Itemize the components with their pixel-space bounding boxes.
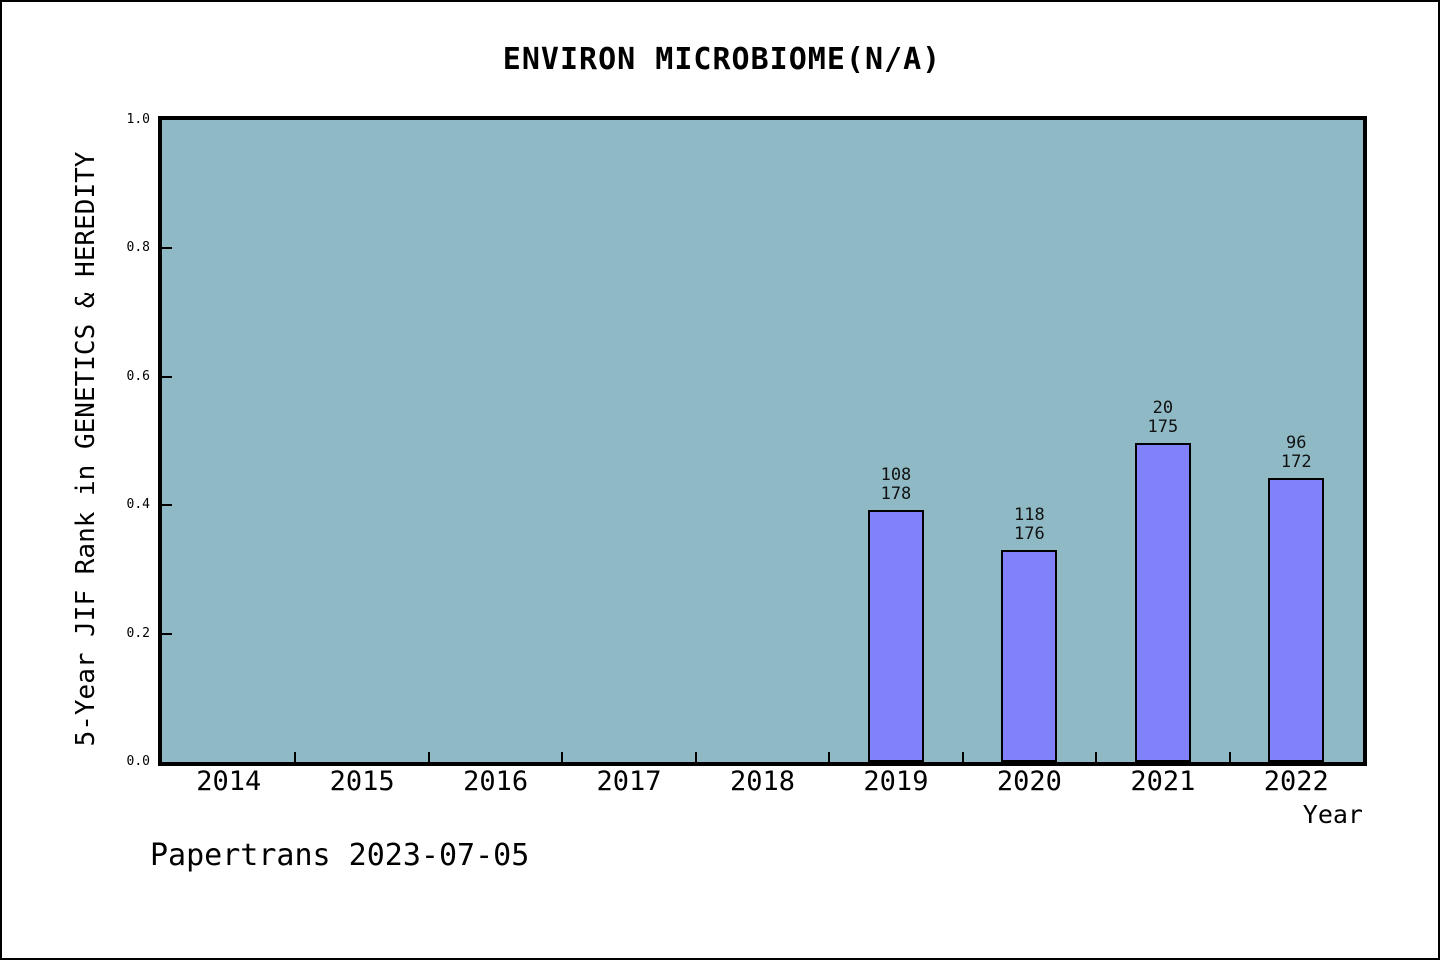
y-tick-label-1.0: 1.0: [126, 112, 150, 127]
x-tick-label-2020: 2020: [996, 766, 1062, 797]
x-tick-label-2018: 2018: [729, 766, 796, 797]
y-axis-label: 5-Year JIF Rank in GENETICS & HEREDITY: [71, 151, 101, 747]
y-tick-mark: [162, 375, 172, 378]
x-tick-label-2019: 2019: [863, 766, 929, 797]
bar-2021: [1134, 443, 1191, 762]
bar-value-label-2022: 96 172: [1280, 433, 1312, 472]
bar-2022: [1268, 478, 1325, 762]
y-tick-label-0.4: 0.4: [126, 497, 150, 513]
bar-2019: [867, 510, 924, 762]
x-tick-label-2017: 2017: [596, 766, 662, 797]
x-axis-label: Year: [1302, 800, 1363, 829]
bar-value-label-2019: 108 178: [880, 465, 912, 504]
x-tick-mark: [828, 752, 831, 762]
chart-title: ENVIRON MICROBIOME(N/A): [502, 42, 942, 77]
x-tick-label-2014: 2014: [196, 766, 262, 797]
x-tick-mark: [961, 752, 964, 762]
y-tick-mark: [162, 504, 172, 507]
x-tick-label-2015: 2015: [329, 766, 395, 797]
y-tick-label-0.0: 0.0: [126, 754, 150, 769]
y-tick-mark: [162, 632, 172, 635]
x-tick-label-2022: 2022: [1263, 766, 1329, 797]
x-tick-label-2016: 2016: [463, 766, 529, 797]
y-tick-label-0.6: 0.6: [126, 368, 150, 384]
y-tick-label-0.8: 0.8: [126, 240, 150, 256]
y-tick-mark: [162, 247, 172, 250]
bar-value-label-2021: 20 175: [1147, 398, 1179, 437]
x-tick-mark: [694, 752, 697, 762]
x-tick-mark: [294, 752, 297, 762]
x-tick-label-2021: 2021: [1130, 766, 1196, 797]
x-tick-mark: [1228, 752, 1231, 762]
bar-2020: [1001, 550, 1058, 762]
y-tick-label-0.2: 0.2: [126, 625, 150, 641]
footer-watermark: Papertrans 2023-07-05: [150, 838, 530, 873]
x-tick-mark: [561, 752, 564, 762]
x-tick-mark: [427, 752, 430, 762]
x-tick-mark: [1095, 752, 1098, 762]
bar-value-label-2020: 118 176: [1014, 505, 1045, 544]
